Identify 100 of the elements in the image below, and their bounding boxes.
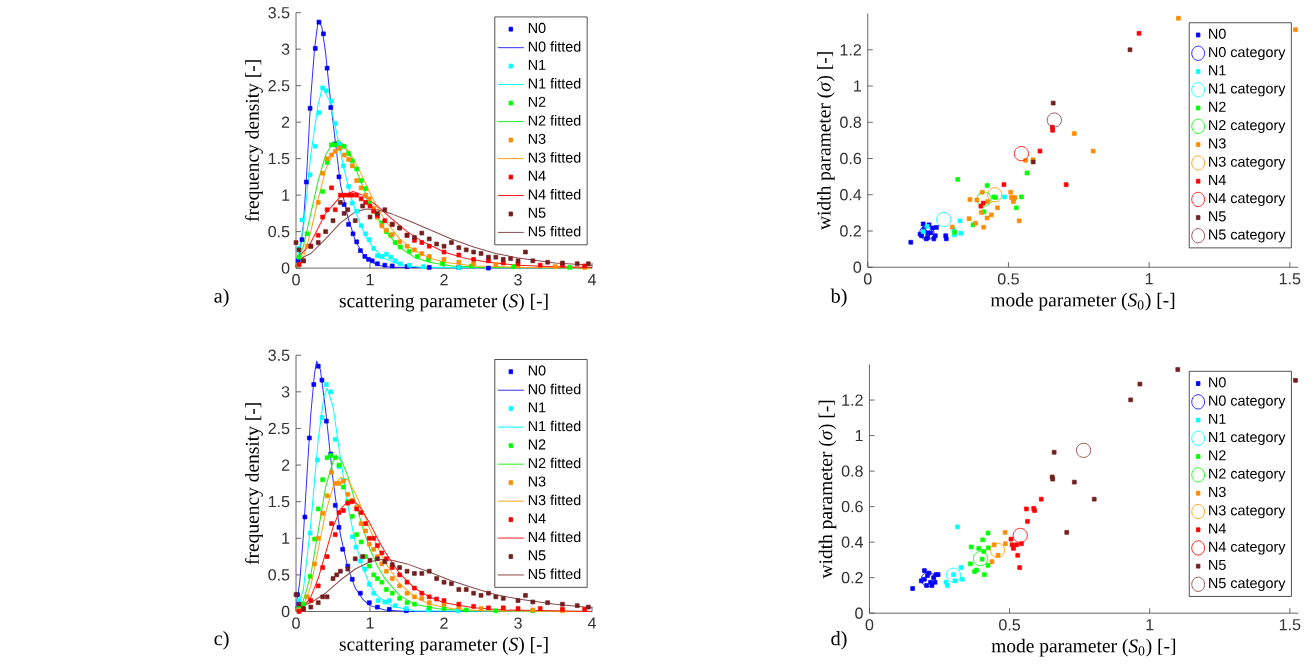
x-tick-label: 1: [1146, 619, 1154, 631]
legend-label: N3: [1209, 138, 1226, 149]
x-tick-label: 1.5: [1279, 619, 1301, 631]
legend-label: N5 fitted: [528, 568, 581, 579]
text: b): [830, 288, 847, 307]
y-tick-label: 2.5: [268, 79, 290, 92]
y-tick-label: 1.5: [268, 495, 290, 508]
y-tick-label: 1.2: [842, 394, 863, 406]
legend-label: N2 category: [1209, 119, 1286, 133]
legend-label: N0 fitted: [528, 41, 581, 52]
y-tick-label: 0.2: [841, 571, 863, 584]
legend-label: N0 fitted: [528, 383, 581, 395]
legend-label: N0: [528, 365, 546, 376]
legend-label: N2: [528, 96, 546, 107]
x-tick-label: 0: [865, 619, 874, 631]
y-axis-title: width parameter (σ) [-]: [818, 400, 837, 579]
legend-label: N2 fitted: [528, 457, 581, 469]
legend-label: N3: [528, 476, 546, 487]
legend-label: N4: [1209, 523, 1226, 534]
y-tick-label: 0.6: [841, 500, 863, 513]
y-tick-label: 1: [855, 429, 863, 441]
y-tick-label: 1.5: [268, 152, 290, 165]
y-tick-label: 0: [281, 262, 290, 274]
y-tick-label: 1.2: [840, 44, 861, 56]
x-tick-label: 1.5: [1279, 273, 1301, 285]
y-tick-label: 0: [281, 605, 290, 618]
y-tick-label: 0.4: [840, 188, 862, 201]
x-tick-label: 4: [587, 273, 597, 285]
legend-label: N1 fitted: [528, 420, 581, 432]
legend-label: N1: [528, 402, 546, 413]
legend-label: N2: [1209, 101, 1226, 112]
y-tick-label: 0.5: [268, 225, 290, 238]
legend-label: N2: [528, 439, 546, 450]
x-tick-label: 2: [440, 617, 448, 629]
legend-label: N3 category: [1209, 156, 1286, 170]
x-axis-title: mode parameter (S$_{0}$) [-]: [990, 292, 1175, 311]
y-tick-label: 1: [282, 532, 290, 544]
legend-label: N5: [528, 207, 546, 218]
text: d): [831, 630, 847, 650]
y-tick-label: 1: [282, 189, 290, 201]
x-tick-label: 1: [1145, 273, 1153, 285]
legend-label: N4 category: [1209, 541, 1286, 555]
y-tick-label: 0.2: [840, 225, 861, 237]
legend-label: N1 category: [1209, 83, 1286, 97]
legend-label: N0: [1209, 28, 1226, 39]
x-tick-label: 1: [366, 617, 374, 629]
legend-label: N2 category: [1209, 468, 1286, 482]
y-tick-label: 0: [855, 607, 863, 619]
y-tick-label: 1: [854, 80, 861, 92]
legend-label: N0 category: [1209, 46, 1286, 60]
y-tick-label: 3: [281, 385, 290, 398]
y-tick-label: 2: [281, 116, 290, 128]
y-tick-label: 2: [281, 459, 290, 471]
legend-label: N1 fitted: [528, 77, 581, 89]
legend-label: N3 category: [1209, 505, 1286, 519]
y-tick-label: 0: [853, 261, 862, 273]
legend-label: N3: [1209, 486, 1226, 497]
legend-label: N5: [1209, 211, 1226, 222]
x-tick-label: 0.5: [999, 619, 1021, 631]
y-axis-title: frequency density [-]: [244, 403, 263, 565]
x-tick-label: 0.5: [997, 273, 1019, 285]
legend-label: N4 fitted: [528, 188, 581, 200]
legend-label: N3 fitted: [528, 151, 581, 163]
legend-label: N3: [528, 133, 546, 144]
y-tick-label: 0.4: [841, 536, 863, 548]
legend-label: N5 category: [1209, 577, 1286, 591]
legend-label: N2: [1209, 450, 1226, 461]
legend-label: N3 fitted: [528, 494, 581, 506]
legend-label: N4: [528, 170, 546, 181]
y-tick-label: 0.8: [840, 116, 862, 128]
legend-label: N0: [1209, 377, 1226, 388]
x-axis-title: scattering parameter (S) [-]: [339, 636, 548, 655]
legend-label: N4: [1209, 174, 1226, 185]
legend-label: N5: [1209, 559, 1226, 570]
x-axis-title: scattering parameter (S) [-]: [339, 293, 548, 312]
x-tick-label: 4: [587, 617, 597, 629]
x-tick-label: 2: [440, 273, 448, 286]
legend-label: N4 category: [1209, 193, 1286, 206]
legend-label: N5: [528, 550, 546, 561]
y-axis-title: width parameter (σ) [-]: [816, 52, 835, 230]
legend-label: N4 fitted: [528, 531, 581, 542]
y-tick-label: 0.6: [840, 152, 862, 165]
legend-label: N4: [528, 513, 546, 524]
legend-label: N1 category: [1209, 431, 1286, 445]
x-tick-label: 1: [366, 273, 374, 285]
x-tick-label: 3: [514, 617, 522, 629]
text: a): [214, 288, 229, 307]
x-tick-label: 0: [292, 273, 300, 286]
y-tick-label: 2.5: [268, 422, 290, 434]
y-tick-label: 3.5: [268, 349, 290, 361]
y-tick-label: 3: [281, 43, 290, 55]
legend-label: N5 fitted: [528, 225, 581, 237]
legend-label: N0: [528, 22, 546, 33]
y-tick-label: 0.5: [268, 569, 290, 581]
x-axis-title: mode parameter (S$_{0}$) [-]: [991, 638, 1176, 657]
text: c): [214, 630, 229, 650]
y-tick-label: 0.8: [841, 465, 863, 477]
y-tick-label: 3.5: [268, 6, 290, 19]
legend-label: N2 fitted: [528, 114, 581, 126]
x-tick-label: 0: [292, 617, 300, 629]
